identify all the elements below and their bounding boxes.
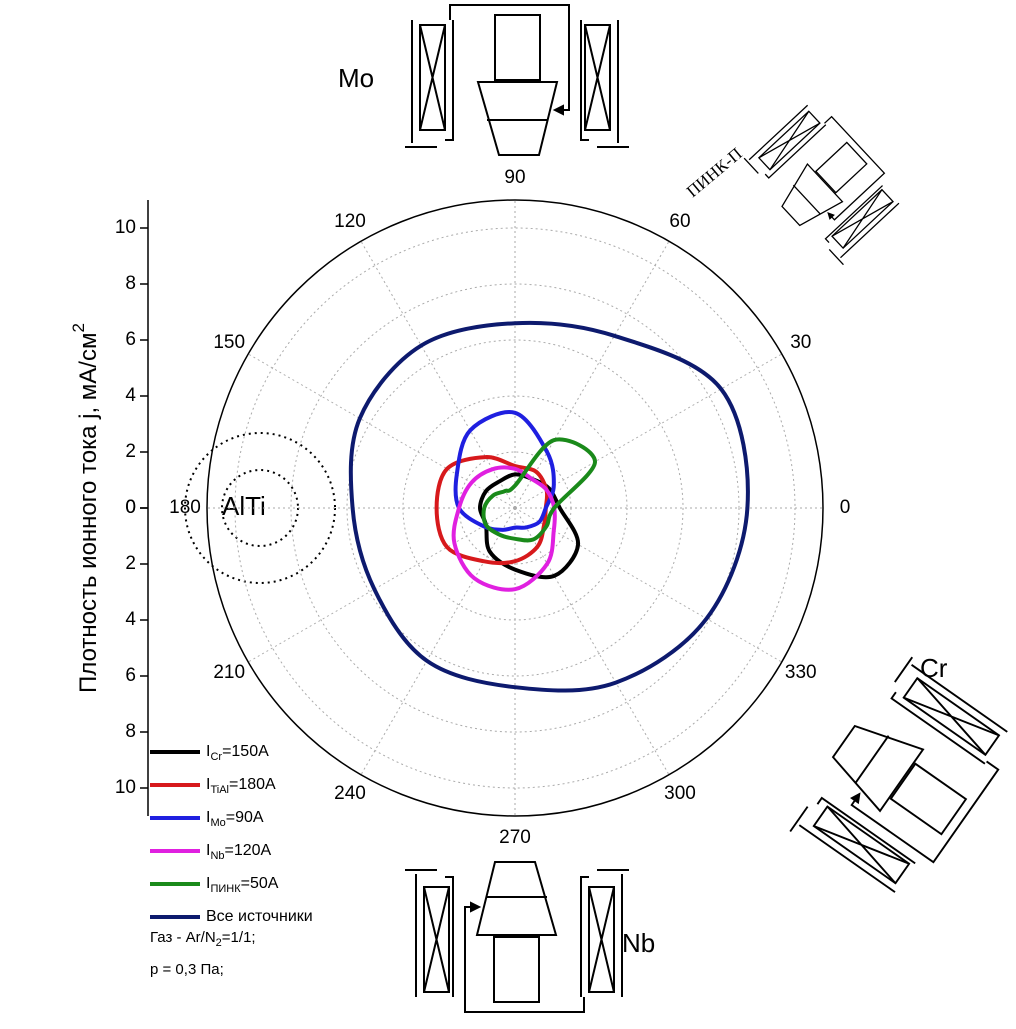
angle-label: 90 <box>504 167 525 188</box>
label-pink: ПИНК-П <box>683 144 746 201</box>
series-line <box>434 455 550 566</box>
y-tick-label: 8 <box>125 273 136 294</box>
label-nb: Nb <box>622 928 655 958</box>
series-line <box>481 437 598 543</box>
grid-circle <box>290 283 740 733</box>
y-tick-label: 10 <box>115 777 136 798</box>
y-axis-title-sup: 2 <box>69 323 88 332</box>
y-tick-label: 2 <box>125 441 136 462</box>
angle-label: 60 <box>669 211 690 232</box>
y-axis-title: Плотность ионного тока j, мА/см2 <box>69 323 102 693</box>
note-part: =1/1; <box>222 929 256 946</box>
note-part: 2 <box>216 937 222 949</box>
legend-label-part: I <box>206 875 210 892</box>
source-pink <box>739 94 912 269</box>
outer-circle <box>206 199 824 817</box>
angle-label: 330 <box>785 662 817 683</box>
legend-label-part: TiAl <box>210 784 229 796</box>
spoke <box>360 507 516 775</box>
legend-label-part: =180A <box>229 776 276 793</box>
spoke <box>514 507 782 663</box>
source-mo <box>404 4 630 156</box>
series-line <box>348 320 750 693</box>
y-axis-title-main: Плотность ионного тока j, мА/см <box>75 333 102 693</box>
legend-label: IMo=90A <box>206 809 264 829</box>
series-line <box>453 410 556 532</box>
legend-label-part: ПИНК <box>210 883 241 895</box>
legend-label: ITiAl=180A <box>206 776 276 796</box>
legend-label-part: Все источники <box>206 908 313 925</box>
label-alti: AlTi <box>222 491 266 521</box>
angle-label: 210 <box>213 662 245 683</box>
spoke <box>514 241 670 509</box>
legend-label-part: I <box>206 743 210 760</box>
y-tick-label: 2 <box>125 553 136 574</box>
angle-label: 150 <box>213 332 245 353</box>
y-tick-label: 8 <box>125 721 136 742</box>
angle-label: 0 <box>840 497 851 518</box>
note-part: Газ - Ar/N <box>150 929 216 946</box>
y-tick-label: 6 <box>125 665 136 686</box>
legend-label: INb=120A <box>206 842 272 862</box>
angle-label: 180 <box>169 497 201 518</box>
legend-label: ICr=150A <box>206 743 269 763</box>
y-tick-label: 0 <box>125 497 136 518</box>
spoke <box>514 507 670 775</box>
legend-label-part: Nb <box>210 850 224 862</box>
legend-label-part: =150A <box>222 743 269 760</box>
legend-label-part: I <box>206 809 210 826</box>
label-mo: Mo <box>338 63 374 93</box>
series-line <box>451 465 557 592</box>
note-part: p = 0,3 Па; <box>150 961 224 978</box>
angle-label: 30 <box>790 332 811 353</box>
y-tick-label: 4 <box>125 609 136 630</box>
legend-label-part: I <box>206 842 210 859</box>
spoke <box>360 241 516 509</box>
y-tick-label: 10 <box>115 217 136 238</box>
spoke <box>248 353 516 509</box>
spoke <box>248 507 516 663</box>
note: Газ - Ar/N2=1/1; <box>150 929 256 949</box>
legend-label-part: Mo <box>210 817 225 829</box>
source-cr <box>783 651 1016 910</box>
legend-label-part: Cr <box>210 751 222 763</box>
legend-label: IПИНК=50A <box>206 875 279 895</box>
angle-label: 270 <box>499 827 531 848</box>
source-nb <box>404 861 630 1013</box>
angle-label: 120 <box>334 211 366 232</box>
legend-label-part: =90A <box>226 809 264 826</box>
y-tick-label: 4 <box>125 385 136 406</box>
legend-label-part: =120A <box>225 842 272 859</box>
grid-circle <box>346 339 684 677</box>
y-tick-label: 0 <box>125 497 136 518</box>
spoke <box>514 353 782 509</box>
angle-label: 300 <box>664 783 696 804</box>
angle-label: 240 <box>334 783 366 804</box>
note: p = 0,3 Па; <box>150 961 224 978</box>
legend-label: Все источники <box>206 908 313 925</box>
legend-label-part: =50A <box>241 875 279 892</box>
label-cr: Cr <box>920 653 948 683</box>
legend-label-part: I <box>206 776 210 793</box>
y-tick-label: 6 <box>125 329 136 350</box>
